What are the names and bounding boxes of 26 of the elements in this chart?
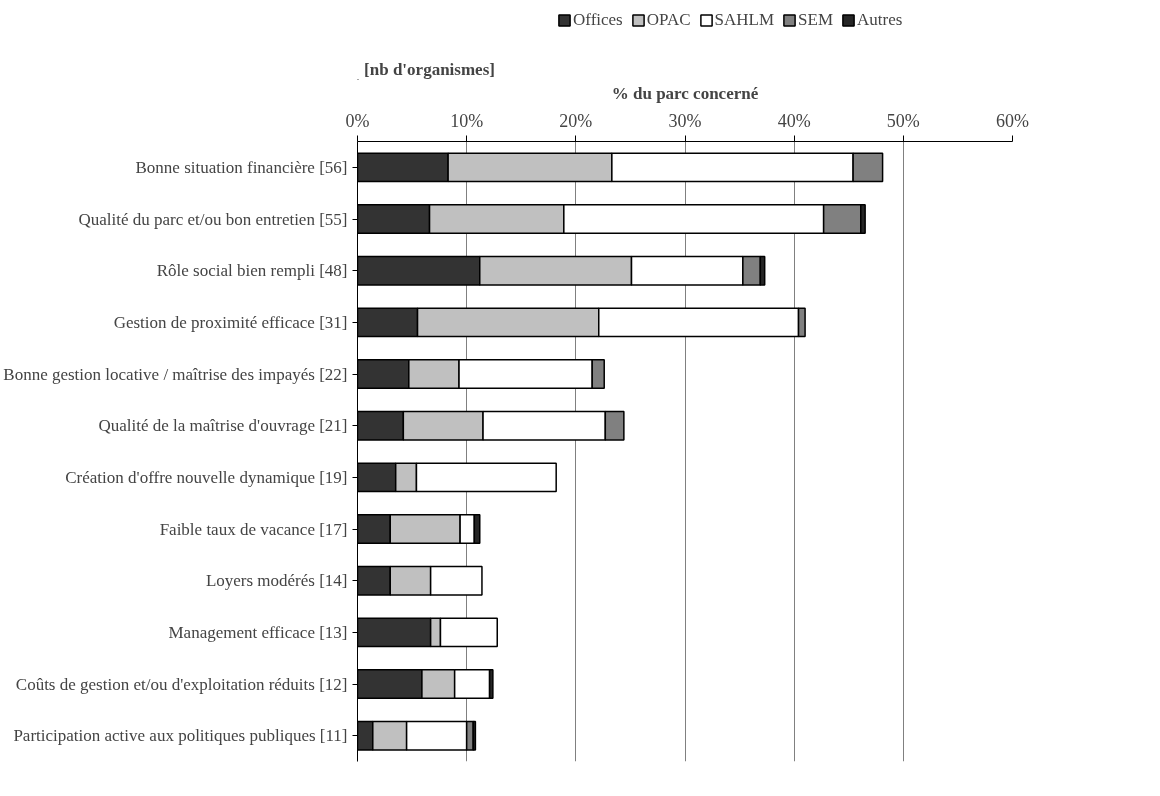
y-tick-label: Coûts de gestion et/ou d'exploitation réduits [12] — [15, 674, 348, 694]
y-tick-label: Loyers modérés [14] — [205, 571, 348, 591]
x-tick-label: 50% — [886, 110, 920, 131]
y-tick-label: Rôle social bien rempli [48] — [156, 261, 348, 281]
y-tick-label: Bonne gestion locative / maîtrise des impayés [22] — [3, 364, 348, 384]
legend-label: SAHLM — [714, 10, 775, 30]
y-tick-label: Management efficace [13] — [168, 622, 348, 642]
x-tick-label: 20% — [559, 110, 593, 131]
y-tick-label: Participation active aux politiques publiques [11] — [13, 726, 348, 746]
x-tick-label: 10% — [450, 110, 484, 131]
y-tick-label: Faible taux de vacance [17] — [159, 519, 348, 539]
legend-label: Autres — [857, 10, 903, 30]
text: [nb d'organismes] — [364, 59, 495, 79]
y-tick-label: Gestion de proximité efficace [31] — [113, 312, 348, 332]
x-tick-label: 60% — [996, 110, 1029, 131]
x-tick-label: 0% — [345, 110, 370, 131]
y-tick-label: Qualité du parc et/ou bon entretien [55] — [78, 209, 348, 229]
legend-label: Offices — [573, 10, 623, 30]
legend-label: SEM — [798, 10, 834, 30]
x-axis-title: % du parc concerné — [611, 83, 759, 103]
x-tick-label: 40% — [777, 110, 811, 131]
x-tick-label: 30% — [668, 110, 702, 131]
legend-label: OPAC — [646, 10, 691, 30]
y-tick-label: Bonne situation financière [56] — [135, 157, 348, 177]
y-tick-label: Création d'offre nouvelle dynamique [19] — [65, 467, 348, 487]
y-tick-label: Qualité de la maîtrise d'ouvrage [21] — [98, 416, 348, 436]
